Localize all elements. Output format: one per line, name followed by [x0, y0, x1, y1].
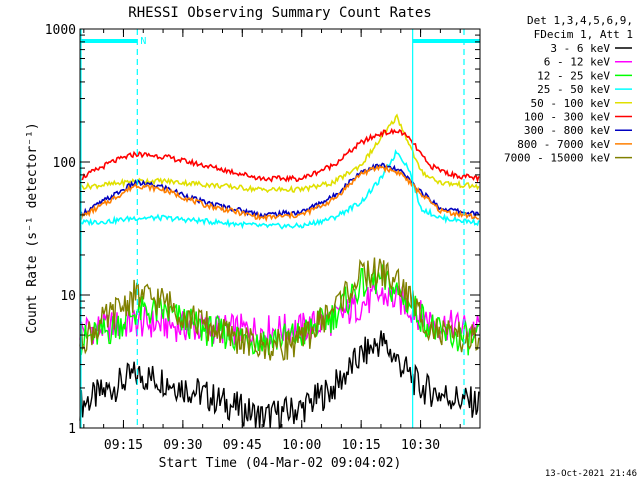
- legend-label: 6 - 12 keV: [544, 56, 611, 69]
- x-tick-label: 10:15: [342, 438, 381, 453]
- y-axis-label: Count Rate (s⁻¹ detector⁻¹): [25, 122, 40, 333]
- chart-title: RHESSI Observing Summary Count Rates: [128, 5, 431, 21]
- y-tick-label: 1000: [45, 23, 76, 38]
- legend-label: 3 - 6 keV: [550, 42, 610, 55]
- footer-timestamp: 13-Oct-2021 21:46: [545, 469, 637, 479]
- legend-label: 300 - 800 keV: [524, 124, 610, 137]
- legend-header: Det 1,3,4,5,6,9,: [527, 14, 633, 27]
- x-tick-label: 10:30: [401, 438, 440, 453]
- x-tick-label: 09:30: [163, 438, 202, 453]
- legend-label: 25 - 50 keV: [537, 83, 610, 96]
- x-tick-label: 10:00: [282, 438, 321, 453]
- y-tick-label: 1: [68, 422, 76, 437]
- x-axis-label: Start Time (04-Mar-02 09:04:02): [159, 456, 402, 471]
- legend-label: 50 - 100 keV: [531, 97, 611, 110]
- legend: Det 1,3,4,5,6,9,FDecim 1, Att 13 - 6 keV…: [504, 14, 633, 165]
- legend-label: 800 - 7000 keV: [517, 138, 610, 151]
- y-tick-label: 10: [60, 289, 76, 304]
- plot-frame: [79, 28, 481, 429]
- legend-header: FDecim 1, Att 1: [534, 28, 633, 41]
- x-tick-label: 09:15: [104, 438, 143, 453]
- legend-label: 12 - 25 keV: [537, 69, 610, 82]
- x-tick-label: 09:45: [223, 438, 262, 453]
- legend-label: 7000 - 15000 keV: [504, 152, 610, 165]
- y-tick-label: 100: [53, 156, 76, 171]
- flag-layer: N: [80, 29, 480, 428]
- legend-label: 100 - 300 keV: [524, 111, 610, 124]
- flag-label: N: [140, 36, 146, 47]
- axis-layer: 09:15 09:30 09:45 10:00 10:15 10:30 1 10 100 1000: [45, 23, 481, 453]
